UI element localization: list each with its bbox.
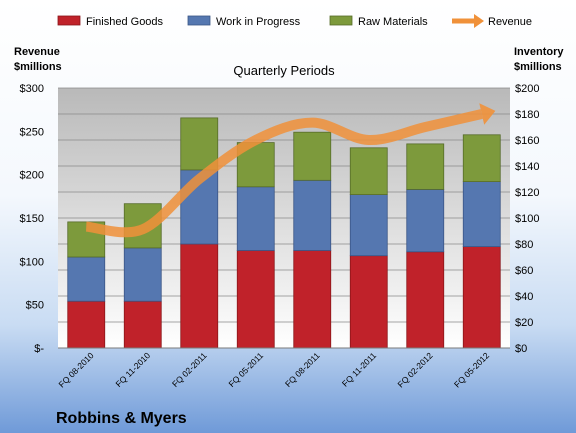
bar-raw-materials-fq-05-2012 bbox=[462, 134, 501, 183]
bar-work-in-progress-fq-11-2010 bbox=[123, 247, 162, 302]
bar-finished-goods-fq-11-2011 bbox=[349, 255, 388, 349]
x-tick-label-fq-05-2012: FQ 05-2012 bbox=[452, 350, 491, 389]
legend: Finished Goods Work in Progress Raw Mate… bbox=[57, 14, 532, 28]
legend-label-revenue: Revenue bbox=[488, 16, 532, 28]
bar-work-in-progress-fq-11-2011 bbox=[349, 194, 388, 257]
right-tick-label: $120 bbox=[515, 187, 539, 199]
x-tick-label-fq-02-2011: FQ 02-2011 bbox=[170, 350, 209, 389]
right-axis-ticks: $0 $20 $40 $60 $80 $100 $120 $140 $160 $180 $200 bbox=[515, 83, 539, 355]
legend-label-raw-materials: Raw Materials bbox=[358, 16, 428, 28]
right-tick-label: $0 bbox=[515, 343, 527, 355]
right-tick-label: $20 bbox=[515, 317, 533, 329]
bar-work-in-progress-fq-08-2011 bbox=[293, 179, 332, 251]
left-tick-label: $250 bbox=[20, 126, 44, 138]
legend-label-finished-goods: Finished Goods bbox=[86, 16, 164, 28]
legend-label-work-in-progress: Work in Progress bbox=[216, 16, 301, 28]
bar-work-in-progress-fq-08-2010 bbox=[67, 256, 106, 302]
left-tick-label: $200 bbox=[20, 170, 44, 182]
bar-raw-materials-fq-11-2011 bbox=[349, 147, 388, 196]
legend-swatch-raw-materials bbox=[329, 15, 353, 26]
left-tick-label: $100 bbox=[20, 256, 44, 268]
bar-finished-goods-fq-08-2011 bbox=[293, 250, 332, 349]
x-tick-label-fq-11-2010: FQ 11-2010 bbox=[113, 350, 152, 389]
bar-finished-goods-fq-02-2012 bbox=[406, 251, 445, 349]
left-tick-label: $300 bbox=[20, 83, 44, 95]
right-axis-title-line1: Inventory bbox=[514, 46, 564, 58]
bar-finished-goods-fq-02-2011 bbox=[180, 243, 219, 349]
left-axis-title-line1: Revenue bbox=[14, 46, 60, 58]
right-tick-label: $200 bbox=[515, 83, 539, 95]
right-tick-label: $180 bbox=[515, 109, 539, 121]
bar-work-in-progress-fq-02-2012 bbox=[406, 188, 445, 253]
company-name: Robbins & Myers bbox=[56, 410, 187, 427]
x-tick-label-fq-02-2012: FQ 02-2012 bbox=[396, 350, 435, 389]
left-axis-ticks: $- $50 $100 $150 $200 $250 $300 bbox=[20, 83, 45, 355]
bar-finished-goods-fq-05-2011 bbox=[236, 250, 275, 349]
left-axis-title-line2: $millions bbox=[14, 61, 62, 73]
right-tick-label: $40 bbox=[515, 291, 533, 303]
chart-subtitle: Quarterly Periods bbox=[233, 63, 335, 78]
legend-swatch-revenue-arrowhead bbox=[474, 14, 484, 28]
right-tick-label: $100 bbox=[515, 213, 539, 225]
bar-finished-goods-fq-08-2010 bbox=[67, 300, 106, 349]
left-tick-label: $- bbox=[34, 343, 44, 355]
x-tick-label-fq-08-2010: FQ 08-2010 bbox=[57, 350, 96, 389]
revenue-line-arrowhead bbox=[479, 103, 496, 125]
bar-stacks bbox=[67, 117, 501, 349]
right-tick-label: $160 bbox=[515, 135, 539, 147]
bar-work-in-progress-fq-05-2012 bbox=[462, 181, 501, 248]
x-tick-label-fq-08-2011: FQ 08-2011 bbox=[283, 350, 322, 389]
bar-finished-goods-fq-05-2012 bbox=[462, 246, 501, 349]
bar-work-in-progress-fq-05-2011 bbox=[236, 186, 275, 251]
bar-finished-goods-fq-11-2010 bbox=[123, 300, 162, 349]
x-tick-label-fq-11-2011: FQ 11-2011 bbox=[340, 350, 378, 388]
bar-raw-materials-fq-02-2011 bbox=[180, 117, 219, 171]
bar-raw-materials-fq-08-2011 bbox=[293, 131, 332, 181]
left-tick-label: $150 bbox=[20, 213, 44, 225]
x-tick-label-fq-05-2011: FQ 05-2011 bbox=[226, 350, 265, 389]
x-axis-ticks: FQ 08-2010 FQ 11-2010 FQ 02-2011 FQ 05-2011… bbox=[57, 350, 492, 389]
right-tick-label: $80 bbox=[515, 239, 533, 251]
right-tick-label: $140 bbox=[515, 161, 539, 173]
legend-swatch-finished-goods bbox=[57, 15, 81, 26]
right-tick-label: $60 bbox=[515, 265, 533, 277]
revenue-line bbox=[85, 103, 496, 238]
revenue-line-path bbox=[85, 109, 483, 238]
right-axis-title-line2: $millions bbox=[514, 61, 562, 73]
left-tick-label: $50 bbox=[26, 300, 44, 312]
legend-swatch-work-in-progress bbox=[187, 15, 211, 26]
bar-raw-materials-fq-02-2012 bbox=[406, 143, 445, 190]
